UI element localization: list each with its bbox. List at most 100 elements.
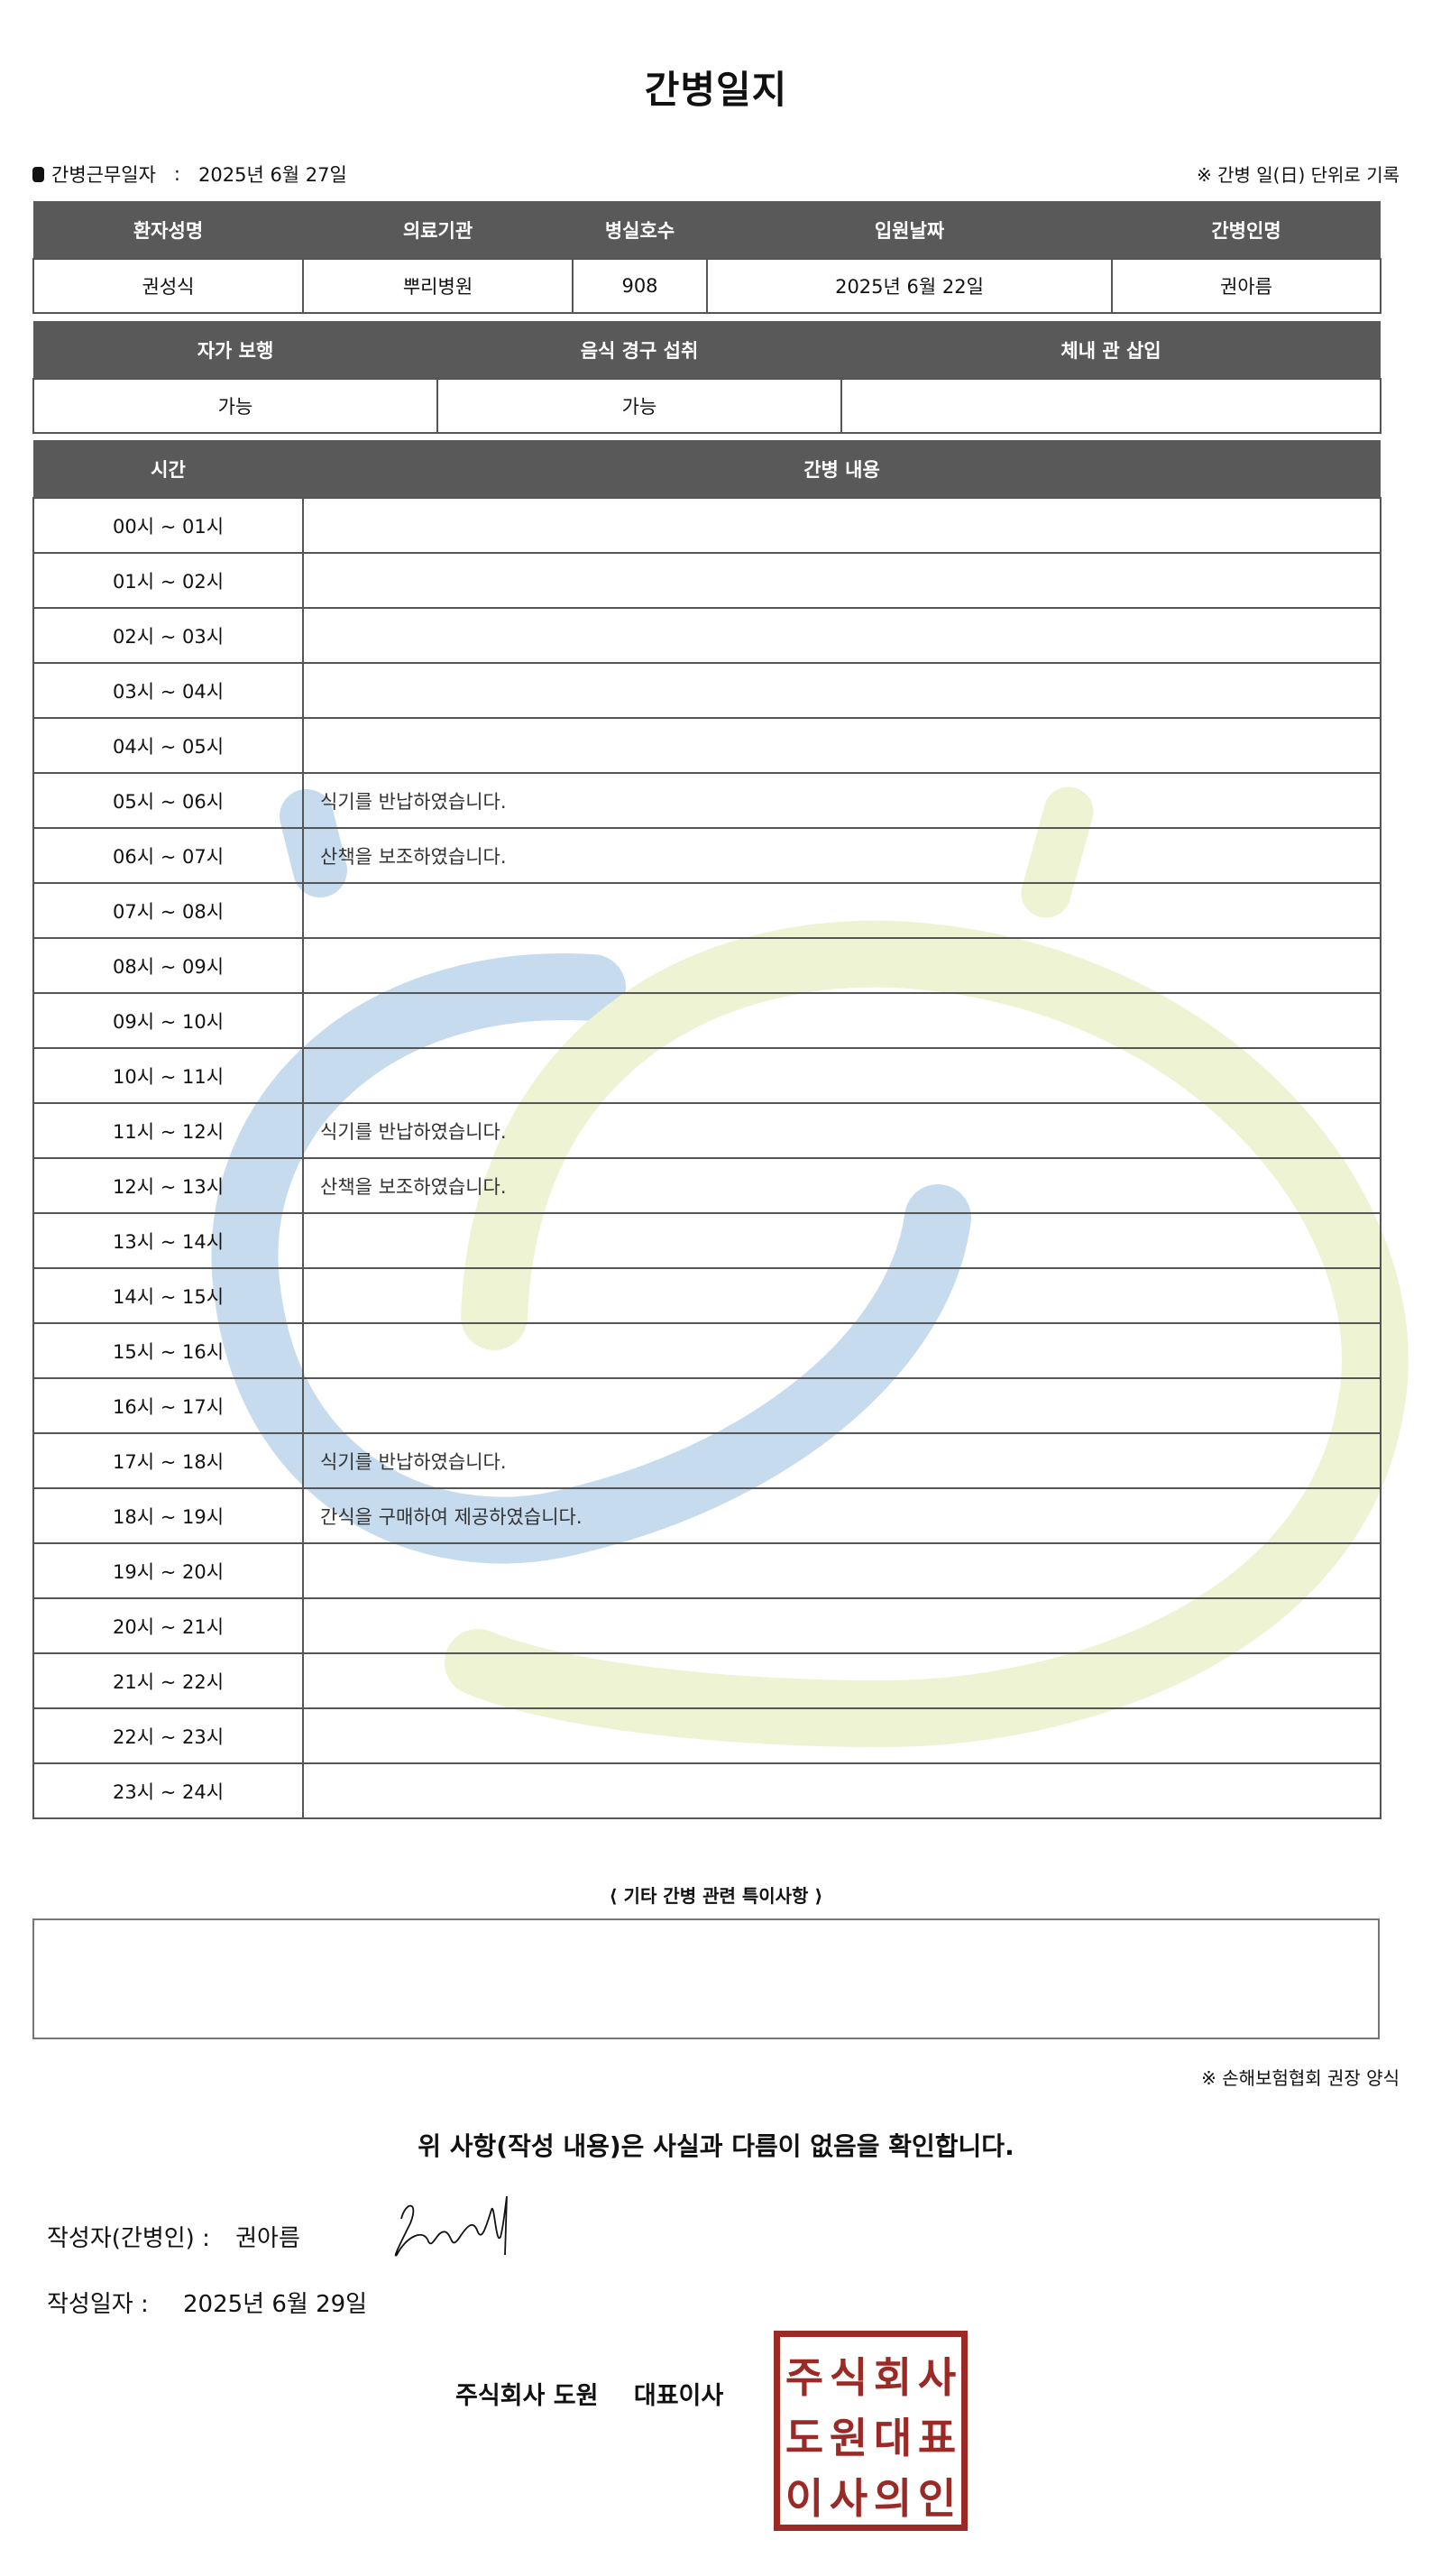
table-row: 03시 ~ 04시 [32, 662, 1382, 719]
confirmation-statement: 위 사항(작성 내용)은 사실과 다름이 없음을 확인합니다. [418, 2131, 1014, 2161]
care-content-cell: 산책을 보조하였습니다. [302, 827, 1382, 884]
care-content-cell [302, 607, 1382, 664]
header-hospital: 의료기관 [303, 201, 573, 259]
work-date-label: 간병근무일자 [51, 164, 156, 186]
table-row: 00시 ~ 01시 [32, 497, 1382, 554]
seal-character: 원 [830, 2414, 867, 2462]
header-oral-intake: 음식 경구 섭취 [437, 321, 841, 379]
writer-label: 작성자(간병인) : [47, 2225, 210, 2252]
status-table: 자가 보행 음식 경구 섭취 체내 관 삽입 가능 가능 [32, 321, 1382, 434]
time-cell: 09시 ~ 10시 [32, 992, 304, 1049]
care-content-cell [302, 1597, 1382, 1654]
time-cell: 19시 ~ 20시 [32, 1542, 304, 1599]
writer-name: 권아름 [235, 2225, 300, 2252]
time-cell: 13시 ~ 14시 [32, 1212, 304, 1269]
care-content-cell [302, 717, 1382, 774]
time-cell: 12시 ~ 13시 [32, 1157, 304, 1214]
table-row: 11시 ~ 12시 식기를 반납하였습니다. [32, 1102, 1382, 1159]
care-content-cell [302, 1542, 1382, 1599]
care-content-cell [302, 497, 1382, 554]
table-row: 18시 ~ 19시 간식을 구매하여 제공하였습니다. [32, 1487, 1382, 1544]
header-care-content: 간병 내용 [303, 440, 1381, 498]
company-signature-line: 주식회사 도원 대표이사 [455, 2376, 723, 2411]
hospital: 뿌리병원 [302, 258, 574, 314]
table-row: 09시 ~ 10시 [32, 992, 1382, 1049]
time-cell: 20시 ~ 21시 [32, 1597, 304, 1654]
page-title: 간병일지 [644, 68, 788, 112]
table-row: 13시 ~ 14시 [32, 1212, 1382, 1269]
time-cell: 11시 ~ 12시 [32, 1102, 304, 1159]
care-content-cell [302, 1322, 1382, 1379]
header-admission-date: 입원날짜 [707, 201, 1112, 259]
care-content-cell [302, 1047, 1382, 1104]
header-time: 시간 [33, 440, 303, 498]
time-cell: 10시 ~ 11시 [32, 1047, 304, 1104]
care-log-table: 시간 간병 내용 00시 ~ 01시 01시 ~ 02시 02시 ~ 03시 03시 … [32, 440, 1382, 1819]
time-cell: 03시 ~ 04시 [32, 662, 304, 719]
seal-character: 회 [874, 2353, 912, 2402]
table-row: 06시 ~ 07시 산책을 보조하였습니다. [32, 827, 1382, 884]
caregiver-name: 권아름 [1111, 258, 1382, 314]
table-row: 15시 ~ 16시 [32, 1322, 1382, 1379]
seal-character: 사 [918, 2353, 956, 2402]
oral-intake-status: 가능 [436, 378, 842, 434]
table-row: 10시 ~ 11시 [32, 1047, 1382, 1104]
form-note: ※ 손해보험협회 권장 양식 [1201, 2067, 1400, 2089]
time-cell: 15시 ~ 16시 [32, 1322, 304, 1379]
time-cell: 02시 ~ 03시 [32, 607, 304, 664]
table-row: 21시 ~ 22시 [32, 1652, 1382, 1709]
admission-date: 2025년 6월 22일 [706, 258, 1113, 314]
header-patient-name: 환자성명 [33, 201, 303, 259]
table-row: 17시 ~ 18시 식기를 반납하였습니다. [32, 1432, 1382, 1489]
signature [394, 2195, 508, 2257]
care-content-cell: 산책을 보조하였습니다. [302, 1157, 1382, 1214]
work-date-value: 2025년 6월 27일 [198, 164, 347, 186]
time-cell: 01시 ~ 02시 [32, 552, 304, 609]
care-content-cell [302, 1377, 1382, 1434]
written-date-label: 작성일자 : [47, 2291, 149, 2318]
time-cell: 14시 ~ 15시 [32, 1267, 304, 1324]
care-content-cell [302, 662, 1382, 719]
company-seal: 주 식 회 사도 원 대 표이 사 의 인 [774, 2331, 968, 2531]
time-cell: 00시 ~ 01시 [32, 497, 304, 554]
care-content-cell: 식기를 반납하였습니다. [302, 1432, 1382, 1489]
care-content-cell [302, 1762, 1382, 1819]
care-content-cell [302, 552, 1382, 609]
table-row: 16시 ~ 17시 [32, 1377, 1382, 1434]
table-row: 08시 ~ 09시 [32, 937, 1382, 994]
time-cell: 08시 ~ 09시 [32, 937, 304, 994]
seal-character: 의 [874, 2474, 912, 2523]
work-date-separator: : [173, 163, 180, 185]
patient-name: 권성식 [32, 258, 304, 314]
seal-character: 인 [918, 2474, 956, 2523]
time-cell: 16시 ~ 17시 [32, 1377, 304, 1434]
header-room: 병실호수 [573, 201, 707, 259]
header-walking: 자가 보행 [33, 321, 437, 379]
care-content-cell [302, 992, 1382, 1049]
room-number: 908 [572, 258, 708, 314]
table-row: 05시 ~ 06시 식기를 반납하였습니다. [32, 772, 1382, 829]
table-row: 19시 ~ 20시 [32, 1542, 1382, 1599]
table-row: 22시 ~ 23시 [32, 1707, 1382, 1764]
record-note: ※ 간병 일(日) 단위로 기록 [1197, 164, 1400, 186]
work-date: 간병근무일자 : 2025년 6월 27일 [32, 161, 347, 188]
header-tube: 체내 관 삽입 [841, 321, 1381, 379]
seal-character: 주 [785, 2353, 823, 2402]
care-content-cell [302, 937, 1382, 994]
care-content-cell: 식기를 반납하였습니다. [302, 772, 1382, 829]
time-cell: 17시 ~ 18시 [32, 1432, 304, 1489]
table-row: 07시 ~ 08시 [32, 882, 1382, 939]
seal-character: 식 [830, 2353, 867, 2402]
tube-status [840, 378, 1382, 434]
table-row: 23시 ~ 24시 [32, 1762, 1382, 1819]
care-content-cell [302, 1652, 1382, 1709]
written-date-value: 2025년 6월 29일 [182, 2291, 368, 2318]
time-cell: 06시 ~ 07시 [32, 827, 304, 884]
care-content-cell [302, 1212, 1382, 1269]
bullet-icon [32, 166, 44, 182]
time-cell: 22시 ~ 23시 [32, 1707, 304, 1764]
writer-line: 작성자(간병인) : 권아름 [47, 2220, 318, 2253]
care-content-cell: 식기를 반납하였습니다. [302, 1102, 1382, 1159]
seal-character: 표 [918, 2414, 956, 2462]
seal-character: 대 [874, 2414, 912, 2462]
